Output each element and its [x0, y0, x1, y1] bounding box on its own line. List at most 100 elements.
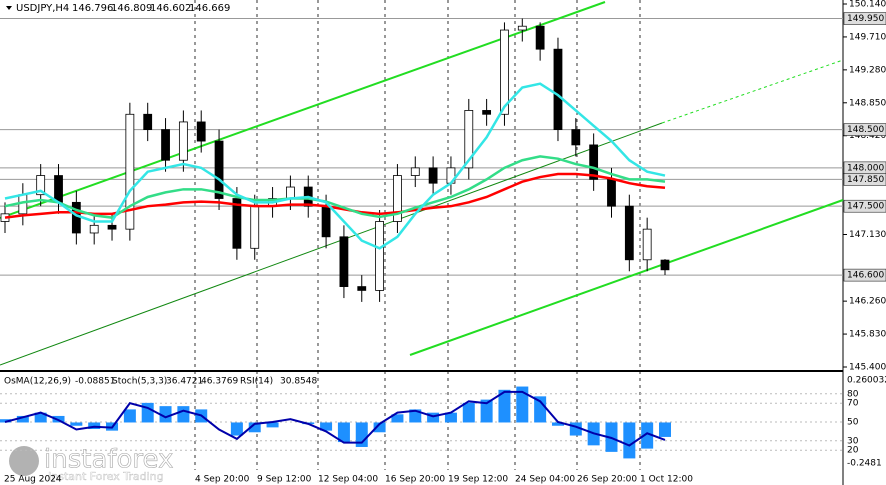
osma-bar	[337, 422, 350, 443]
osma-bar	[177, 406, 190, 423]
stoch-signal: 46.3769	[201, 377, 238, 387]
candle-body	[232, 198, 242, 249]
candle-body	[161, 129, 170, 161]
osma-bar	[480, 399, 493, 423]
osma-tick-label: 0.260032	[847, 376, 886, 386]
osma-bar	[427, 412, 440, 423]
channel-lower	[409, 199, 844, 356]
osma-bar	[534, 396, 547, 423]
osma-bar	[641, 422, 654, 449]
level-tick-label: 50	[847, 418, 859, 428]
candle-body	[410, 167, 420, 176]
candle-body	[535, 25, 545, 50]
dropdown-arrow	[6, 6, 12, 10]
time-label: 9 Sep 12:00	[257, 475, 312, 485]
level-box	[843, 268, 886, 282]
time-label: 19 Sep 12:00	[448, 475, 508, 485]
rsi-value: 30.8548	[280, 377, 317, 387]
candle-body	[607, 178, 616, 207]
brand: instaforex Instant Forex Trading	[9, 444, 174, 483]
osma-bar	[320, 422, 333, 431]
stoch-name: Stoch(5,3,3)	[112, 377, 167, 387]
time-label: 4 Sep 20:00	[195, 475, 250, 485]
price-tick-label: 145.400	[849, 363, 886, 373]
candle-body	[89, 224, 99, 234]
osma-bar	[373, 422, 386, 433]
candle-body	[107, 224, 117, 230]
moving-average	[4, 82, 666, 250]
price-tick-label: 145.830	[849, 330, 886, 340]
candle-body	[517, 25, 527, 31]
time-label: 1 Oct 12:00	[640, 475, 693, 485]
close-value: 146.669	[189, 3, 230, 14]
level-label: 148.000	[847, 163, 884, 173]
osma-bar	[498, 389, 511, 423]
candle-body	[250, 205, 260, 249]
candle-body	[393, 175, 402, 222]
time-label: 26 Sep 20:00	[577, 475, 637, 485]
candle-body	[642, 228, 652, 261]
candle-body	[321, 205, 331, 238]
osma-bar	[659, 422, 671, 437]
candle-body	[589, 144, 599, 180]
brand-logo	[9, 446, 39, 476]
osma-bar	[34, 412, 47, 423]
candle-body	[339, 236, 349, 287]
price-tick-label: 146.260	[849, 297, 886, 307]
channel-mid	[0, 122, 663, 366]
candle-body	[482, 110, 492, 115]
osma-tick-label: -0.2481	[847, 459, 882, 469]
price-tick-label: 147.130	[849, 230, 886, 240]
candle-body	[196, 121, 206, 142]
channel-mid-extension	[661, 59, 844, 124]
level-box	[843, 199, 886, 213]
candle-body	[178, 121, 188, 161]
price-tick-label: 149.710	[849, 32, 886, 42]
rsi-line	[4, 390, 666, 447]
high-value: 146.809	[111, 3, 152, 14]
osma-bar	[70, 422, 83, 426]
osma-bar	[123, 409, 136, 423]
price-tick-label: 150.140	[849, 0, 886, 10]
osma-bar	[266, 422, 279, 428]
time-label: 25 Aug 2024	[4, 475, 62, 485]
level-tick-label: 20	[847, 446, 859, 456]
candle-body	[660, 259, 670, 271]
rsi-name: RSI(14)	[240, 377, 273, 387]
level-tick-label: 80	[847, 389, 859, 399]
level-box	[843, 12, 886, 25]
level-label: 147.500	[847, 202, 884, 212]
level-label: 146.600	[847, 271, 884, 281]
candle-body	[143, 113, 153, 130]
candle-body	[464, 110, 474, 169]
moving-average	[4, 172, 666, 219]
osma-bar	[230, 422, 243, 436]
time-label: 12 Sep 04:00	[318, 475, 378, 485]
symbol: USDJPY,H4	[16, 3, 69, 14]
level-box	[843, 123, 886, 136]
candle-body	[125, 113, 135, 230]
osma-name: OsMA(12,26,9)	[4, 377, 71, 387]
price-tick-label: 149.280	[849, 65, 886, 75]
open-value: 146.796	[72, 3, 113, 14]
candle-body	[428, 167, 438, 184]
candle-body	[36, 175, 46, 196]
candle-body	[500, 29, 509, 115]
indicator-header: OsMA(12,26,9) -0.08851 Stoch(5,3,3) 36.4…	[4, 377, 317, 387]
level-tick-label: 70	[847, 399, 859, 409]
candle-body	[624, 205, 634, 261]
price-tick-label: 148.420	[849, 131, 886, 141]
level-tick-label: 30	[847, 436, 859, 446]
candle-body	[214, 140, 224, 199]
plot	[0, 18, 670, 302]
time-label: 16 Sep 20:00	[385, 475, 445, 485]
osma-bar	[16, 415, 29, 423]
candle-body	[18, 194, 28, 215]
brand-name: instaforex	[44, 445, 173, 475]
osma-bar	[444, 412, 457, 423]
osma-bar	[248, 422, 261, 433]
osma-value: -0.08851	[75, 377, 115, 387]
candle-body	[71, 201, 81, 234]
price-tick-label: 148.850	[849, 98, 886, 108]
